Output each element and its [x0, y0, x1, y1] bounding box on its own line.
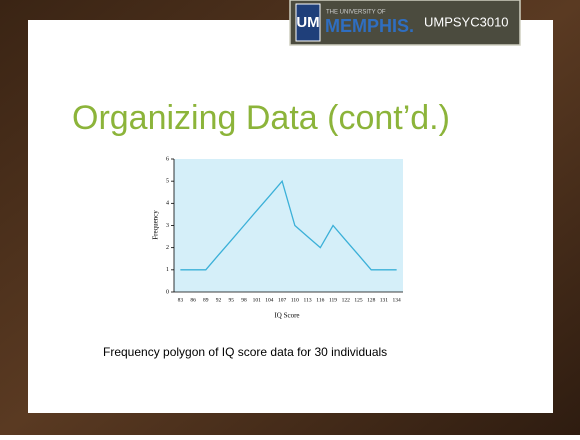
plot-area	[174, 159, 403, 292]
x-tick-label: 92	[216, 297, 222, 303]
y-tick-label: 0	[166, 289, 169, 295]
y-tick-label: 5	[166, 179, 169, 185]
y-tick-label: 4	[166, 201, 169, 207]
university-name: MEMPHIS.	[325, 16, 414, 36]
x-tick-label: 128	[367, 297, 376, 303]
y-axis-label: Frequency	[152, 210, 160, 240]
x-tick-label: 125	[354, 297, 363, 303]
x-tick-label: 86	[190, 297, 196, 303]
x-tick-label: 104	[265, 297, 274, 303]
data-line	[180, 179, 397, 271]
x-axis-label: IQ Score	[274, 312, 299, 320]
x-tick-label: 122	[342, 297, 351, 303]
y-tick-label: 2	[166, 245, 169, 251]
x-tick-label: 131	[380, 297, 389, 303]
x-tick-label: 113	[304, 297, 312, 303]
x-tick-label: 119	[329, 297, 337, 303]
header-box	[289, 0, 521, 46]
y-tick-label: 3	[166, 223, 169, 229]
x-tick-label: 83	[178, 297, 184, 303]
x-tick-label: 98	[241, 297, 247, 303]
caption: Frequency polygon of IQ score data for 3…	[103, 345, 387, 359]
y-tick-label: 1	[166, 267, 169, 273]
logo-text: UM	[296, 14, 319, 31]
x-tick-label: 107	[278, 297, 287, 303]
x-tick-label: 134	[393, 297, 402, 303]
x-tick-label: 101	[253, 297, 262, 303]
y-tick-label: 6	[166, 156, 169, 162]
university-line: THE UNIVERSITY OF	[326, 10, 386, 16]
x-tick-label: 110	[291, 297, 299, 303]
slide-title: Organizing Data (cont’d.)	[72, 99, 450, 137]
x-tick-label: 89	[203, 297, 209, 303]
course-code: UMPSYC3010	[424, 14, 509, 29]
logo-box	[295, 3, 321, 42]
x-tick-label: 95	[229, 297, 235, 303]
x-tick-label: 116	[316, 297, 324, 303]
